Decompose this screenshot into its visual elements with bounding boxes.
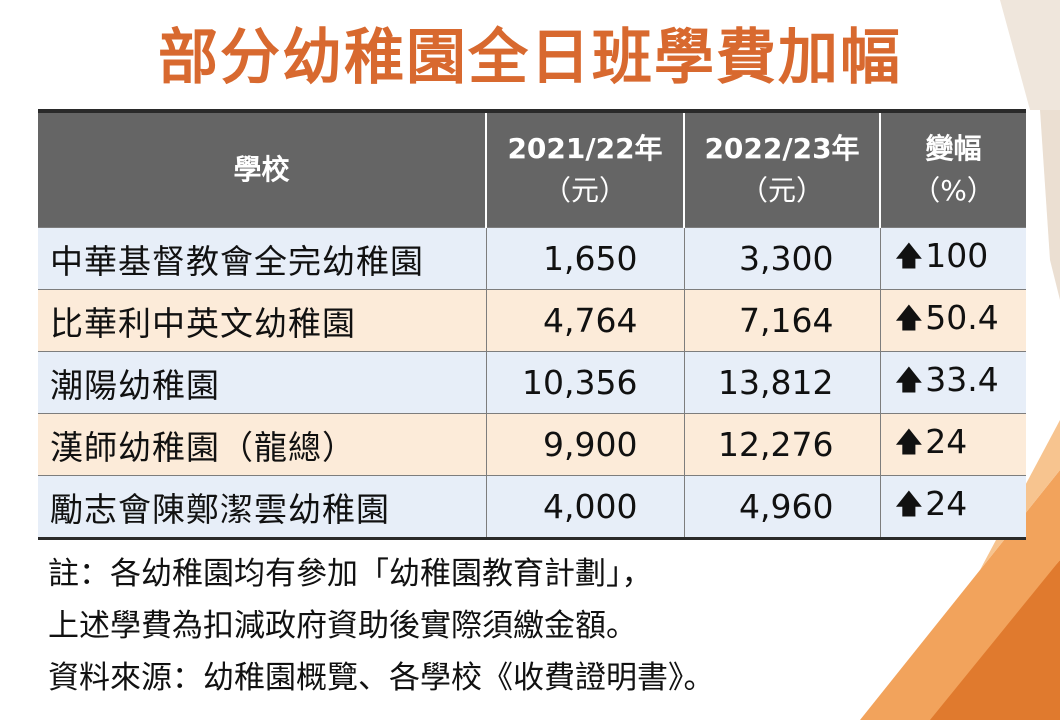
- fee-change-value: 24: [925, 421, 968, 461]
- header-fee-2021-22-year: 2021/22年: [507, 132, 663, 165]
- fee-2021-22: 4,764: [486, 289, 685, 352]
- header-school-label: 學校: [233, 153, 290, 186]
- fee-change-value: 100: [925, 235, 989, 275]
- up-arrow-icon: 🡅: [894, 300, 924, 334]
- fee-table: 學校 2021/22年 （元） 2022/23年 （元） 變幅 （%） 中華基督…: [38, 109, 1026, 540]
- table-header-row: 學校 2021/22年 （元） 2022/23年 （元） 變幅 （%）: [38, 109, 1026, 228]
- fee-change: 🡅24: [880, 413, 1026, 476]
- school-name: 中華基督教會全完幼稚園: [38, 227, 487, 290]
- source-line: 資料來源：幼稚園概覽、各學校《收費證明書》。: [48, 660, 715, 696]
- school-name: 勵志會陳鄭潔雲幼稚園: [38, 475, 487, 540]
- fee-2022-23: 13,812: [684, 351, 881, 414]
- fee-change-value: 33.4: [925, 359, 999, 399]
- table-row: 勵志會陳鄭潔雲幼稚園 4,000 4,960 🡅24: [38, 475, 1026, 540]
- fee-2022-23: 4,960: [684, 475, 881, 540]
- fee-change: 🡅33.4: [880, 351, 1026, 414]
- footnotes: 註：各幼稚園均有參加「幼稚園教育計劃」， 上述學費為扣減政府資助後實際須繳金額。…: [48, 548, 948, 704]
- table-row: 中華基督教會全完幼稚園 1,650 3,300 🡅100: [38, 227, 1026, 290]
- up-arrow-icon: 🡅: [894, 486, 924, 520]
- header-fee-2021-22-unit: （元）: [542, 174, 627, 207]
- header-fee-2022-23: 2022/23年 （元）: [684, 109, 881, 228]
- school-name: 比華利中英文幼稚園: [38, 289, 487, 352]
- table-row: 比華利中英文幼稚園 4,764 7,164 🡅50.4: [38, 289, 1026, 352]
- fee-change: 🡅100: [880, 227, 1026, 290]
- note-line: 註：各幼稚園均有參加「幼稚園教育計劃」，: [48, 556, 653, 592]
- table-row: 漢師幼稚園（龍總） 9,900 12,276 🡅24: [38, 413, 1026, 476]
- table-row: 潮陽幼稚園 10,356 13,812 🡅33.4: [38, 351, 1026, 414]
- note-line: 上述學費為扣減政府資助後實際須繳金額。: [48, 608, 637, 644]
- fee-change: 🡅24: [880, 475, 1026, 540]
- header-fee-2022-23-unit: （元）: [739, 174, 824, 207]
- fee-change: 🡅50.4: [880, 289, 1026, 352]
- fee-change-value: 50.4: [925, 297, 999, 337]
- fee-2021-22: 1,650: [486, 227, 685, 290]
- fee-2021-22: 4,000: [486, 475, 685, 540]
- school-name: 漢師幼稚園（龍總）: [38, 413, 487, 476]
- header-change: 變幅 （%）: [880, 109, 1026, 228]
- header-change-label: 變幅: [925, 132, 982, 165]
- header-fee-2022-23-year: 2022/23年: [704, 132, 860, 165]
- up-arrow-icon: 🡅: [894, 424, 924, 458]
- fee-2022-23: 7,164: [684, 289, 881, 352]
- page-title: 部分幼稚園全日班學費加幅: [158, 23, 902, 93]
- fee-2022-23: 3,300: [684, 227, 881, 290]
- school-name: 潮陽幼稚園: [38, 351, 487, 414]
- fee-change-value: 24: [925, 483, 968, 523]
- header-school: 學校: [38, 109, 487, 228]
- header-fee-2021-22: 2021/22年 （元）: [486, 109, 685, 228]
- up-arrow-icon: 🡅: [894, 362, 924, 396]
- up-arrow-icon: 🡅: [894, 238, 924, 272]
- header-change-unit: （%）: [912, 174, 995, 207]
- fee-2021-22: 9,900: [486, 413, 685, 476]
- fee-2022-23: 12,276: [684, 413, 881, 476]
- fee-2021-22: 10,356: [486, 351, 685, 414]
